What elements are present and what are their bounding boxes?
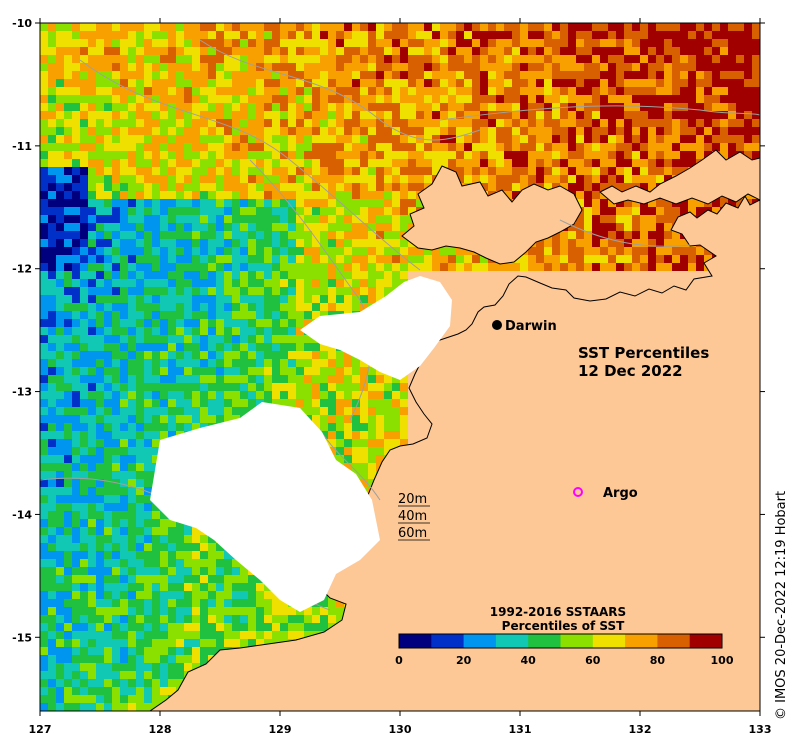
colorbar-swatch [689, 634, 723, 648]
argo-marker [573, 487, 583, 497]
y-tick-label: -12 [12, 263, 32, 276]
y-tick-label: -10 [12, 17, 32, 30]
colorbar-title-1: 1992-2016 SSTAARS [490, 605, 626, 619]
colorbar-swatch [463, 634, 497, 648]
argo-label: Argo [603, 486, 638, 501]
depth-label-40: 40m [398, 509, 427, 524]
colorbar-swatch [625, 634, 658, 648]
colorbar-swatch [592, 634, 626, 648]
depth-label-60: 60m [398, 526, 427, 541]
colorbar-tick-label: 100 [711, 654, 734, 667]
x-tick-label: 133 [749, 723, 772, 736]
longitude-axis: 127 128 129 130 131 132 133 [29, 18, 772, 736]
depth-legend: 20m 40m 60m [398, 492, 430, 541]
x-tick-label: 127 [29, 723, 52, 736]
credit-text: © IMOS 20-Dec-2022 12:19 Hobart [774, 490, 789, 720]
colorbar-tick-label: 20 [456, 654, 472, 667]
colorbar-swatch [528, 634, 561, 648]
colorbar-swatch [560, 634, 594, 648]
coastline [149, 149, 760, 711]
depth-label-20: 20m [398, 492, 427, 507]
colorbar-swatch [495, 634, 529, 648]
latitude-axis: -10 -11 -12 -13 -14 -15 [12, 17, 765, 644]
y-tick-label: -11 [12, 140, 32, 153]
colorbar-swatch [657, 634, 691, 648]
x-tick-label: 128 [149, 723, 172, 736]
colorbar-tick-label: 40 [521, 654, 537, 667]
darwin-marker [492, 320, 502, 330]
colorbar-tick-label: 60 [585, 654, 601, 667]
colorbar-title-2: Percentiles of SST [502, 619, 625, 633]
colorbar-tick-label: 80 [650, 654, 666, 667]
y-tick-label: -15 [12, 631, 32, 644]
x-tick-label: 130 [389, 723, 412, 736]
x-tick-label: 129 [269, 723, 292, 736]
y-tick-label: -14 [12, 508, 32, 521]
x-tick-label: 132 [629, 723, 652, 736]
colorbar-swatch [399, 634, 432, 648]
darwin-label: Darwin [505, 319, 557, 334]
no-data-region [150, 276, 452, 612]
y-tick-label: -13 [12, 386, 32, 399]
map-title-line2: 12 Dec 2022 [578, 362, 683, 380]
colorbar: 1992-2016 SSTAARS Percentiles of SST 0 20… [395, 605, 734, 667]
colorbar-tick-label: 0 [395, 654, 403, 667]
map-title-line1: SST Percentiles [578, 344, 709, 362]
colorbar-swatch [431, 634, 465, 648]
x-tick-label: 131 [509, 723, 532, 736]
